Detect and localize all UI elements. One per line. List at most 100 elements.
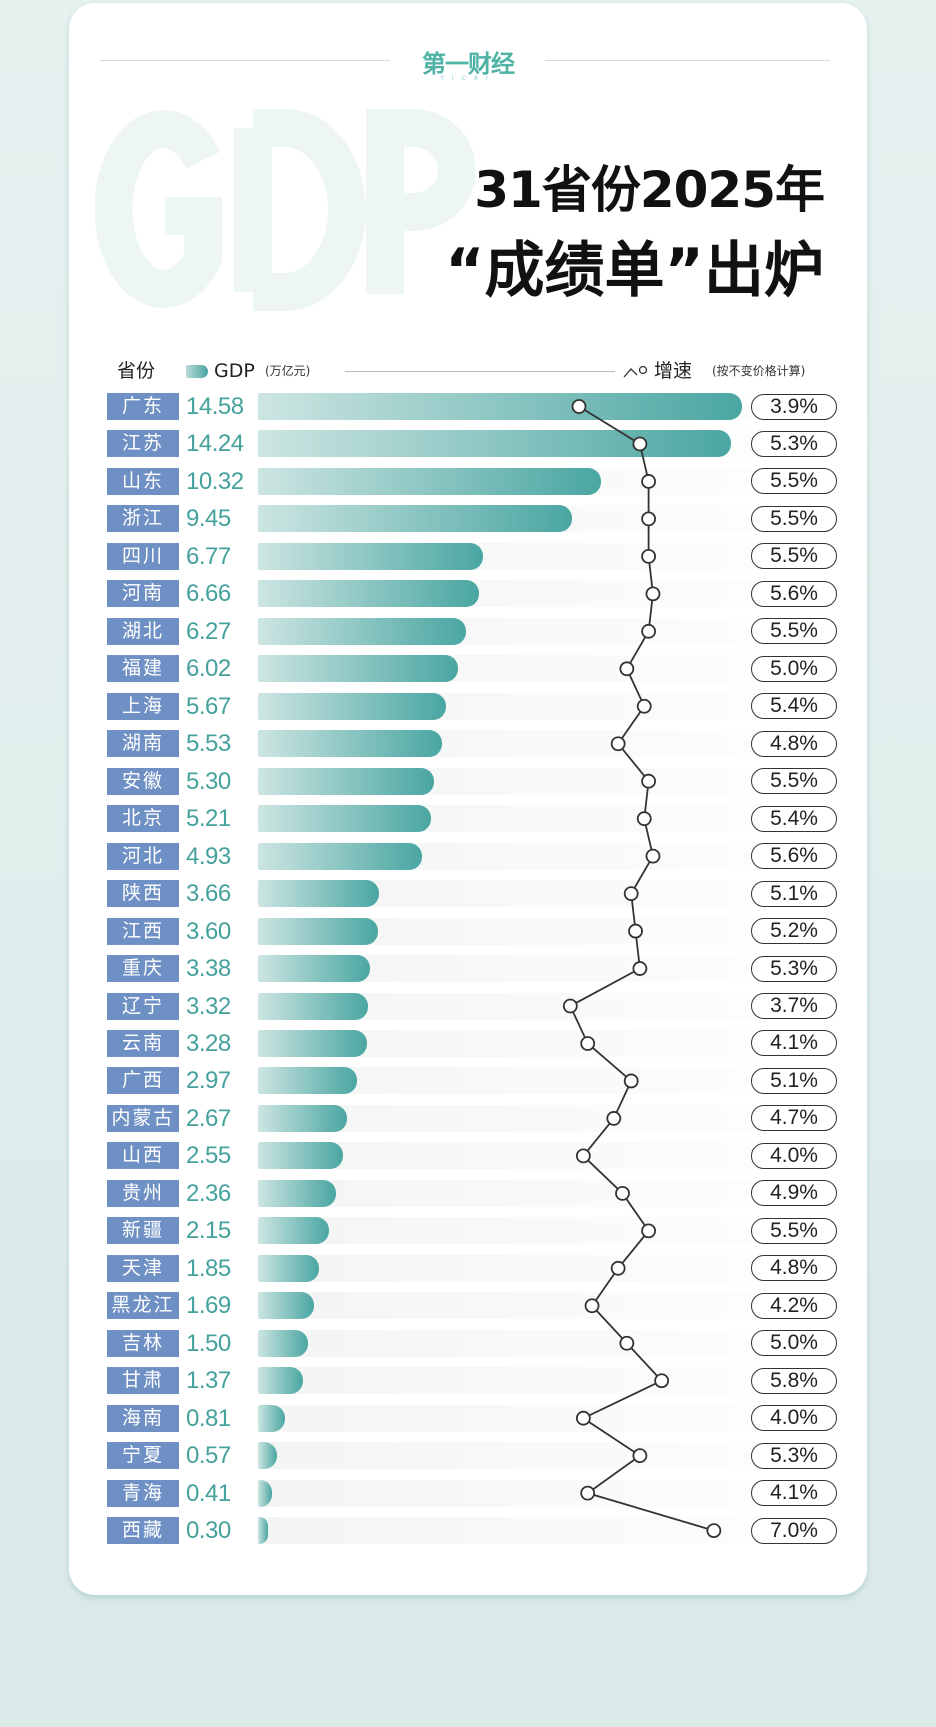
legend-gdp: GDP [214,360,255,382]
gdp-bar [258,1029,367,1057]
bar-track [258,1142,828,1170]
province-label: 河南 [107,580,179,608]
growth-value-label: 5.3% [751,430,837,457]
province-label: 湖南 [107,730,179,758]
province-label: 四川 [107,542,179,570]
gdp-value-label: 3.66 [186,880,231,908]
bar-track [258,1104,828,1132]
growth-value-label: 5.5% [751,505,837,532]
gdp-value-label: 2.36 [186,1179,231,1207]
title-line-1: 31省份2025年 [474,161,825,219]
growth-value-label: 4.1% [751,1480,837,1507]
province-label: 贵州 [107,1179,179,1207]
gdp-bar [258,805,431,833]
gdp-value-label: 14.58 [186,393,244,420]
bar-track [258,1292,828,1320]
bar-track [258,1517,828,1545]
gdp-bar [258,1104,347,1132]
province-label: 吉林 [107,1329,179,1357]
province-label: 黑龙江 [107,1292,179,1320]
gdp-value-label: 4.93 [186,842,231,870]
growth-value-label: 4.1% [751,1030,837,1057]
growth-value-label: 5.1% [751,880,837,907]
gdp-value-label: 9.45 [186,505,231,533]
province-label: 福建 [107,655,179,683]
growth-value-label: 3.7% [751,993,837,1020]
province-label: 天津 [107,1254,179,1282]
province-label: 宁夏 [107,1442,179,1470]
legend: 省份 GDP (万亿元) 增速 (按不变价格计算) [0,358,936,384]
gdp-bar [258,1142,343,1170]
growth-value-label: 5.4% [751,805,837,832]
province-label: 甘肃 [107,1367,179,1395]
growth-value-label: 5.5% [751,768,837,795]
gdp-value-label: 1.50 [186,1329,231,1357]
gdp-bar [258,1254,320,1282]
province-label: 西藏 [107,1517,179,1545]
bar-track [258,1179,828,1207]
gdp-value-label: 10.32 [186,467,244,495]
gdp-bar [258,393,742,420]
gdp-bar [258,1067,357,1095]
gdp-bar [258,1367,304,1395]
gdp-value-label: 2.97 [186,1067,231,1095]
growth-value-label: 3.9% [751,393,837,420]
gdp-bar [258,1517,268,1545]
province-label: 青海 [107,1479,179,1507]
growth-value-label: 4.8% [751,1255,837,1282]
gdp-value-label: 0.30 [186,1517,231,1545]
bar-track [258,1442,828,1470]
gdp-bar [258,1442,277,1470]
growth-value-label: 5.1% [751,1067,837,1094]
province-label: 广东 [107,393,179,420]
growth-value-label: 4.7% [751,1105,837,1132]
gdp-bar [258,655,458,683]
province-label: 广西 [107,1067,179,1095]
title-line-2: “成绩单”出炉 [445,236,824,306]
gdp-bar [258,505,572,533]
legend-growth: 增速 [654,360,693,382]
growth-value-label: 5.3% [751,1442,837,1469]
gdp-value-label: 2.55 [186,1142,231,1170]
province-label: 山东 [107,467,179,495]
gdp-value-label: 0.57 [186,1442,231,1470]
province-label: 上海 [107,692,179,720]
province-label: 江西 [107,917,179,945]
growth-value-label: 4.8% [751,730,837,757]
gdp-bar [258,1329,308,1357]
growth-value-label: 5.8% [751,1367,837,1394]
gdp-value-label: 0.81 [186,1404,231,1432]
gdp-value-label: 6.66 [186,580,231,608]
gdp-bar [258,1404,285,1432]
province-label: 河北 [107,842,179,870]
gdp-value-label: 3.28 [186,1029,231,1057]
gdp-swatch-icon [186,365,208,378]
gdp-bar [258,542,483,570]
growth-value-label: 5.2% [751,918,837,945]
legend-gdp-unit: (万亿元) [265,364,311,378]
growth-value-label: 5.0% [751,1330,837,1357]
gdp-bar [258,1479,272,1507]
gdp-bar [258,692,447,720]
gdp-value-label: 1.37 [186,1367,231,1395]
gdp-bar [258,467,601,495]
gdp-bar [258,955,371,983]
province-label: 北京 [107,805,179,833]
gdp-value-label: 5.67 [186,692,231,720]
bar-track [258,1254,828,1282]
bar-track [258,1367,828,1395]
gdp-value-label: 6.02 [186,655,231,683]
province-label: 安徽 [107,767,179,795]
province-label: 湖北 [107,617,179,645]
gdp-value-label: 1.85 [186,1254,231,1282]
divider [545,60,830,61]
province-label: 辽宁 [107,992,179,1020]
gdp-bar [258,917,378,945]
growth-value-label: 5.0% [751,655,837,682]
divider [100,60,390,61]
growth-value-label: 4.0% [751,1142,837,1169]
growth-value-label: 5.5% [751,543,837,570]
gdp-bar [258,842,422,870]
gdp-bar [258,767,434,795]
gdp-bar [258,430,731,458]
